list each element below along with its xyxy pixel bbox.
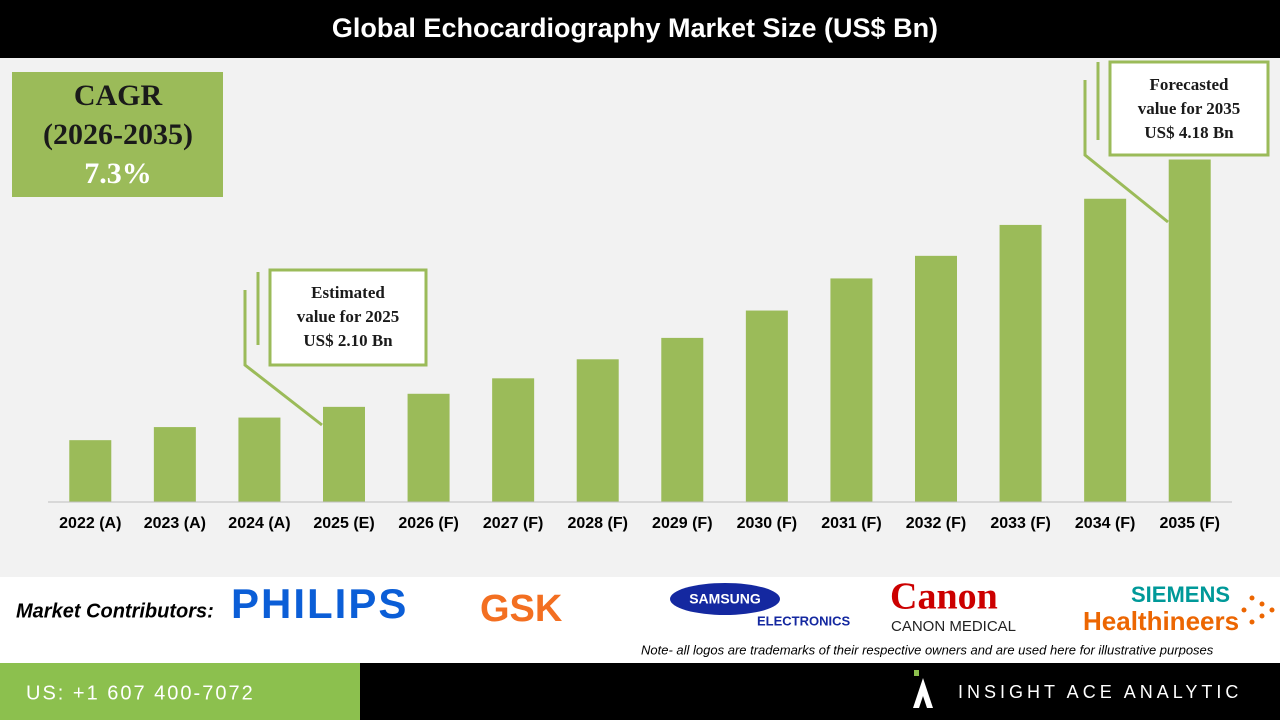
note: Note- all logos are trademarks of their … [641, 642, 1214, 657]
bar [830, 278, 873, 502]
x-tick-label: 2028 (F) [567, 515, 627, 532]
samsung-ellipse [670, 583, 780, 615]
bar [915, 255, 957, 502]
brand-icon [913, 678, 933, 708]
contributors-label: Market Contributors: [16, 600, 214, 622]
callout-box [1108, 60, 1270, 157]
logo-gsk: GSK [480, 588, 563, 630]
brand-bar [360, 663, 1280, 720]
bar [238, 417, 281, 502]
brand-icon-accent [914, 670, 919, 676]
bar [1084, 198, 1127, 502]
cagr-box [12, 72, 223, 197]
callout-text: value for 2035 [1138, 99, 1241, 118]
chart-title: Global Echocardiography Market Size (US$… [332, 13, 938, 43]
bar [1168, 159, 1211, 502]
callout-connector [1083, 80, 1169, 224]
bar [576, 359, 619, 502]
bar [661, 337, 704, 502]
logo-canon-medical: CANON MEDICAL [891, 618, 1016, 635]
logo-siemens: SIEMENS [1131, 582, 1230, 607]
bar [153, 427, 196, 502]
x-tick-label: 2029 (F) [652, 515, 712, 532]
x-tick-label: 2026 (F) [398, 515, 458, 532]
x-tick-label: 2027 (F) [483, 515, 543, 532]
callout-text: Estimated [311, 283, 385, 302]
footer [0, 577, 1280, 663]
cagr-period: (2026-2035) [43, 118, 193, 151]
logo-electronics: ELECTRONICS [757, 613, 851, 628]
x-tick-label: 2034 (F) [1075, 515, 1135, 532]
cagr-label: CAGR [74, 79, 163, 112]
x-tick-label: 2032 (F) [906, 515, 966, 532]
x-tick-label: 2024 (A) [228, 515, 290, 532]
header-bar [0, 0, 1280, 58]
callout-text: US$ 2.10 Bn [303, 331, 393, 350]
callout-text: value for 2025 [297, 307, 400, 326]
logo-canon: Canon [890, 576, 998, 618]
callout-text: Forecasted [1150, 75, 1230, 94]
x-tick-label: 2031 (F) [821, 515, 881, 532]
phone: US: +1 607 400-7072 [26, 682, 255, 704]
bar [323, 406, 365, 502]
x-tick-label: 2023 (A) [144, 515, 206, 532]
callout-text: US$ 4.18 Bn [1144, 123, 1234, 142]
bar [407, 393, 450, 502]
logo-philips: PHILIPS [231, 580, 408, 627]
brand: INSIGHT ACE ANALYTIC [958, 682, 1242, 702]
x-tick-label: 2033 (F) [990, 515, 1050, 532]
bar [999, 224, 1042, 502]
callout-box [268, 268, 428, 367]
callout-connector [243, 290, 323, 427]
logo-healthineers: Healthineers [1083, 606, 1239, 636]
cagr-value: 7.3% [84, 157, 152, 190]
x-tick-label: 2030 (F) [737, 515, 797, 532]
phone-bar [0, 663, 360, 720]
x-tick-label: 2022 (A) [59, 515, 121, 532]
healthineers-dots [1241, 595, 1275, 625]
bar [492, 378, 535, 502]
bar [69, 440, 112, 502]
bar [745, 310, 788, 502]
x-tick-label: 2035 (F) [1159, 515, 1219, 532]
x-tick-label: 2025 (E) [313, 515, 374, 532]
logo-samsung: SAMSUNG [689, 591, 761, 607]
